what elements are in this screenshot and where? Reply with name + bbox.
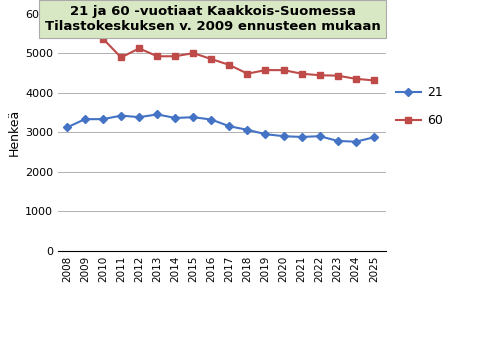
21	[64, 125, 70, 129]
Text: 21 ja 60 -vuotiaat Kaakkois-Suomessa
Tilastokeskuksen v. 2009 ennusteen mukaan: 21 ja 60 -vuotiaat Kaakkois-Suomessa Til…	[44, 5, 381, 33]
Line: 21: 21	[64, 112, 377, 144]
21	[118, 114, 124, 118]
60	[317, 73, 323, 77]
60	[298, 72, 304, 76]
Legend: 21, 60: 21, 60	[396, 86, 443, 127]
60	[136, 46, 142, 51]
Y-axis label: Henkeä: Henkeä	[8, 108, 21, 156]
21	[136, 115, 142, 119]
60	[64, 24, 70, 28]
60	[172, 54, 178, 58]
21	[209, 118, 214, 122]
60	[100, 37, 106, 41]
60	[118, 55, 124, 59]
21	[227, 124, 232, 128]
21	[154, 112, 160, 116]
60	[209, 57, 214, 61]
21	[172, 116, 178, 120]
Line: 60: 60	[64, 23, 377, 83]
21	[82, 117, 88, 121]
60	[281, 68, 286, 72]
60	[190, 51, 196, 55]
60	[371, 78, 377, 82]
21	[317, 134, 323, 138]
21	[244, 128, 250, 132]
21	[298, 135, 304, 139]
21	[353, 140, 358, 144]
21	[190, 115, 196, 119]
60	[227, 63, 232, 67]
60	[335, 74, 341, 78]
21	[371, 135, 377, 139]
21	[100, 117, 106, 121]
60	[263, 68, 269, 72]
21	[281, 134, 286, 138]
60	[353, 77, 358, 81]
60	[154, 54, 160, 58]
21	[335, 139, 341, 143]
21	[263, 132, 269, 136]
60	[82, 31, 88, 35]
60	[244, 72, 250, 76]
